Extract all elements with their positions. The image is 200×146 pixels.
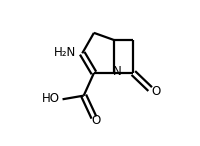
Text: O: O bbox=[91, 114, 100, 127]
Text: N: N bbox=[113, 65, 121, 78]
Text: HO: HO bbox=[42, 92, 60, 105]
Text: H₂N: H₂N bbox=[53, 46, 75, 59]
Text: O: O bbox=[150, 85, 160, 98]
